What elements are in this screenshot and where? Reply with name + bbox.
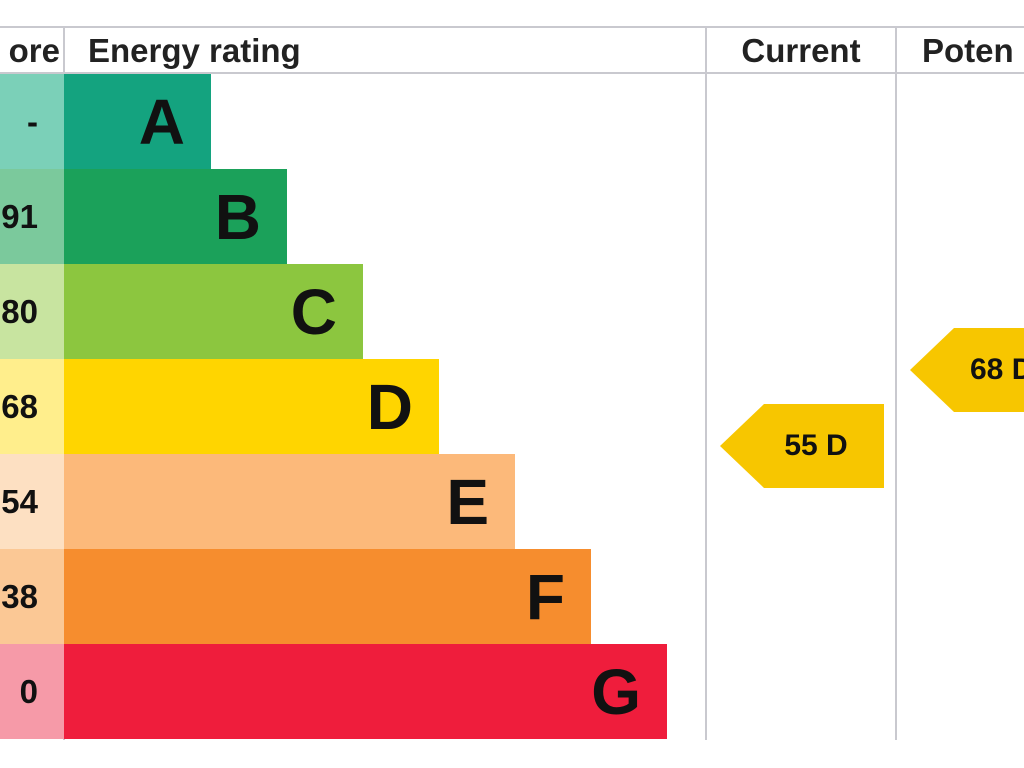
column-divider-current bbox=[705, 26, 707, 740]
score-range-g: 0 bbox=[0, 644, 64, 739]
potential-rating-arrow: 68 D bbox=[910, 328, 1024, 412]
band-bar-g: G bbox=[64, 644, 667, 739]
header-energy-rating: Energy rating bbox=[88, 32, 301, 69]
header-top-rule bbox=[0, 26, 1024, 28]
header-score: ore bbox=[8, 32, 60, 69]
band-letter-b: B bbox=[214, 180, 261, 253]
score-range-e: 54 bbox=[0, 454, 64, 549]
score-range-b: 91 bbox=[0, 169, 64, 264]
band-bar-a: A bbox=[64, 74, 211, 169]
band-letter-c: C bbox=[290, 275, 337, 348]
band-bar-d: D bbox=[64, 359, 439, 454]
current-rating-arrow: 55 D bbox=[720, 404, 884, 488]
band-bar-e: E bbox=[64, 454, 515, 549]
band-letter-e: E bbox=[446, 465, 489, 538]
score-range-f: 38 bbox=[0, 549, 64, 644]
header-bottom-rule bbox=[0, 72, 1024, 74]
band-letter-f: F bbox=[525, 560, 565, 633]
score-range-d: 68 bbox=[0, 359, 64, 454]
current-rating-label: 55 D bbox=[784, 429, 848, 462]
column-divider-potential bbox=[895, 26, 897, 740]
header-potential: Poten bbox=[922, 32, 1014, 69]
band-letter-a: A bbox=[138, 85, 185, 158]
band-letter-d: D bbox=[366, 370, 413, 443]
band-bar-c: C bbox=[64, 264, 363, 359]
potential-rating-label: 68 D bbox=[970, 353, 1024, 386]
band-letter-g: G bbox=[591, 655, 641, 728]
band-bar-b: B bbox=[64, 169, 287, 264]
band-bar-f: F bbox=[64, 549, 591, 644]
score-range-a: - bbox=[0, 74, 64, 169]
score-range-c: 80 bbox=[0, 264, 64, 359]
header-current: Current bbox=[741, 32, 861, 69]
